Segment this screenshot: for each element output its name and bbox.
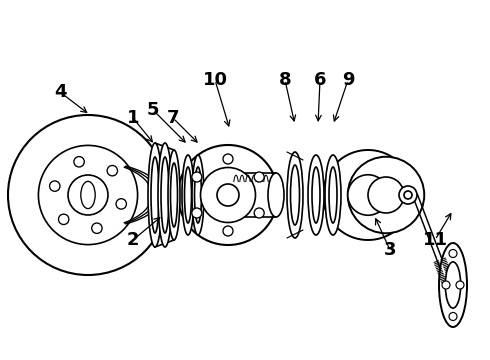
Ellipse shape	[329, 167, 337, 223]
Circle shape	[92, 223, 102, 233]
Ellipse shape	[291, 165, 299, 225]
Ellipse shape	[151, 157, 159, 233]
Circle shape	[254, 172, 264, 182]
Text: 7: 7	[167, 109, 179, 127]
Circle shape	[217, 184, 239, 206]
Ellipse shape	[161, 157, 169, 233]
Text: 11: 11	[422, 231, 447, 249]
Circle shape	[223, 154, 233, 164]
Text: 9: 9	[342, 71, 354, 89]
Ellipse shape	[158, 143, 172, 247]
Circle shape	[449, 249, 457, 257]
Circle shape	[116, 199, 126, 209]
Ellipse shape	[81, 181, 95, 208]
Text: 2: 2	[127, 231, 139, 249]
Text: 5: 5	[147, 101, 159, 119]
Ellipse shape	[192, 155, 204, 235]
Text: 8: 8	[279, 71, 292, 89]
Circle shape	[254, 208, 264, 218]
Ellipse shape	[148, 143, 162, 247]
Circle shape	[192, 172, 202, 182]
Circle shape	[38, 145, 138, 244]
Ellipse shape	[312, 167, 320, 223]
Ellipse shape	[182, 155, 194, 235]
Ellipse shape	[268, 173, 284, 217]
Circle shape	[442, 281, 450, 289]
Ellipse shape	[171, 163, 177, 227]
Circle shape	[223, 226, 233, 236]
Circle shape	[348, 157, 424, 233]
Circle shape	[399, 186, 417, 204]
Text: 4: 4	[54, 83, 66, 101]
Ellipse shape	[168, 150, 180, 240]
Ellipse shape	[308, 155, 324, 235]
Circle shape	[178, 145, 278, 245]
Ellipse shape	[445, 262, 461, 308]
Ellipse shape	[185, 167, 192, 223]
Text: 3: 3	[384, 241, 396, 259]
Ellipse shape	[439, 243, 467, 327]
Circle shape	[74, 157, 84, 167]
Circle shape	[200, 167, 255, 222]
Circle shape	[58, 214, 69, 225]
Circle shape	[348, 175, 388, 215]
Ellipse shape	[325, 155, 341, 235]
Text: 1: 1	[127, 109, 139, 127]
Circle shape	[449, 312, 457, 320]
Circle shape	[192, 208, 202, 218]
Circle shape	[404, 191, 412, 199]
Circle shape	[456, 281, 464, 289]
Circle shape	[8, 115, 168, 275]
Circle shape	[323, 150, 413, 240]
Circle shape	[49, 181, 60, 191]
Circle shape	[107, 166, 118, 176]
Ellipse shape	[195, 167, 201, 223]
Text: 10: 10	[202, 71, 227, 89]
Ellipse shape	[287, 152, 303, 238]
Circle shape	[68, 175, 108, 215]
Circle shape	[368, 177, 404, 213]
Text: 6: 6	[314, 71, 326, 89]
